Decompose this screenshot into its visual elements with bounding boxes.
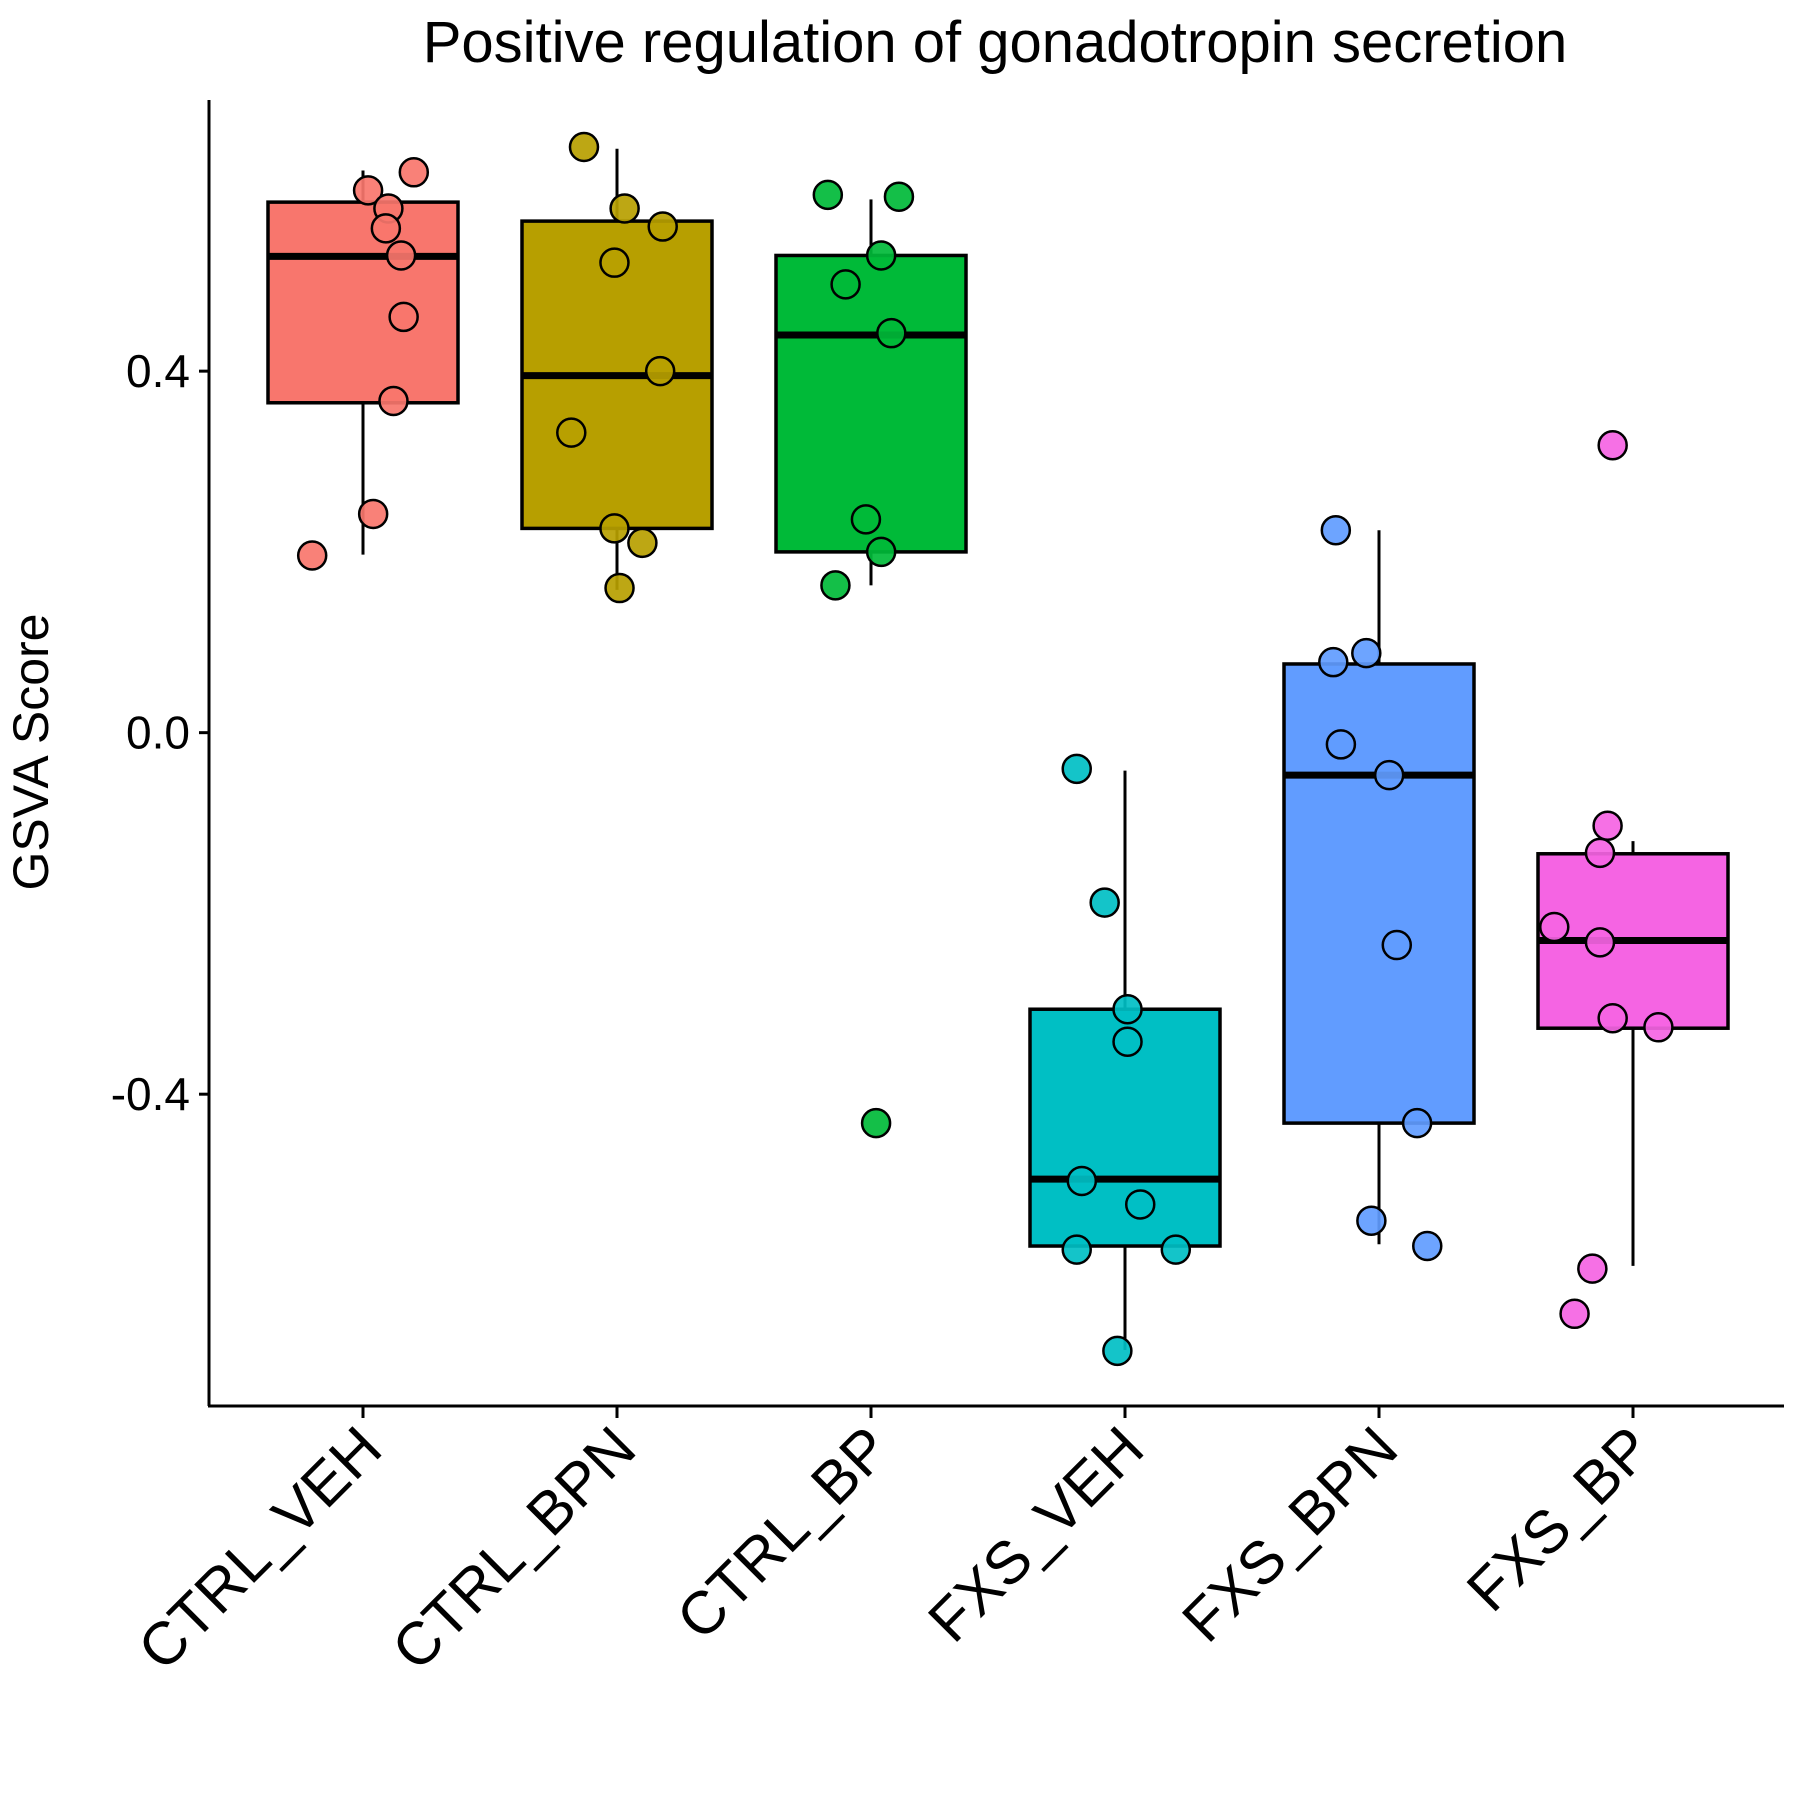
data-point	[883, 181, 915, 212]
data-point	[1412, 1230, 1443, 1262]
data-point	[1061, 753, 1092, 785]
data-point	[1584, 927, 1616, 958]
data-point	[876, 317, 907, 349]
data-point	[1351, 637, 1382, 669]
box-group	[1028, 753, 1222, 1367]
data-point	[398, 157, 430, 188]
data-point	[568, 131, 600, 163]
data-point	[599, 513, 630, 544]
data-point	[1066, 1165, 1098, 1197]
data-point	[1592, 810, 1623, 842]
data-point	[599, 247, 630, 278]
data-point	[385, 240, 417, 271]
data-point	[1102, 1335, 1133, 1367]
x-tick-label: CTRL_BP	[664, 1414, 902, 1652]
data-point	[820, 570, 851, 601]
data-point	[1584, 837, 1616, 869]
data-point	[850, 504, 882, 535]
data-point	[1643, 1012, 1674, 1043]
data-point	[370, 213, 402, 244]
x-tick-label: CTRL_VEH	[125, 1414, 394, 1683]
x-tick-label: CTRL_BPN	[379, 1414, 648, 1683]
box-group	[520, 131, 714, 604]
data-point	[627, 527, 658, 559]
data-point	[357, 498, 389, 530]
data-point	[1160, 1234, 1192, 1265]
data-point	[1061, 1234, 1092, 1265]
data-point	[1325, 729, 1357, 760]
box-group	[1536, 430, 1730, 1330]
data-point	[860, 1107, 892, 1139]
data-point	[1320, 514, 1352, 546]
data-point	[1318, 646, 1349, 678]
y-tick-label: 0.0	[126, 707, 190, 759]
data-point	[1112, 993, 1143, 1025]
x-tick-label: FXS_BP	[1454, 1414, 1664, 1624]
data-point	[1597, 1003, 1628, 1034]
data-point	[647, 211, 678, 242]
box	[1282, 662, 1476, 1125]
data-point	[1356, 1205, 1387, 1236]
data-point	[1112, 1026, 1143, 1058]
data-point	[352, 175, 384, 206]
data-point	[865, 536, 897, 568]
data-point	[296, 540, 328, 571]
box-group	[1282, 514, 1476, 1262]
y-tick-label: -0.4	[111, 1068, 190, 1120]
data-point	[1373, 759, 1405, 791]
box	[774, 253, 968, 554]
y-axis-ticks: 0.4 0.0 -0.4	[111, 345, 209, 1120]
data-point	[1559, 1298, 1590, 1330]
data-point	[1124, 1189, 1156, 1220]
box-group	[774, 179, 968, 1139]
data-point	[556, 417, 587, 448]
data-point	[1381, 929, 1413, 961]
x-tick-label: FXS_BPN	[1169, 1414, 1410, 1655]
data-point	[378, 385, 409, 417]
y-axis-label: GSVA Score	[3, 614, 59, 891]
data-point	[604, 572, 635, 604]
plot-area	[266, 131, 1730, 1367]
data-point	[830, 269, 861, 300]
data-point	[1401, 1107, 1433, 1139]
data-point	[1577, 1253, 1608, 1284]
data-point	[644, 355, 676, 387]
x-tick-label: FXS_VEH	[915, 1414, 1156, 1655]
data-point	[1539, 911, 1570, 943]
data-point	[388, 301, 419, 333]
box	[266, 200, 460, 405]
data-point	[1597, 430, 1628, 461]
y-tick-label: 0.4	[126, 345, 190, 397]
box-group	[266, 157, 460, 571]
data-point	[812, 179, 844, 211]
data-point	[865, 240, 897, 271]
chart-title: Positive regulation of gonadotropin secr…	[423, 10, 1568, 75]
data-point	[609, 193, 640, 224]
data-point	[1089, 887, 1120, 918]
